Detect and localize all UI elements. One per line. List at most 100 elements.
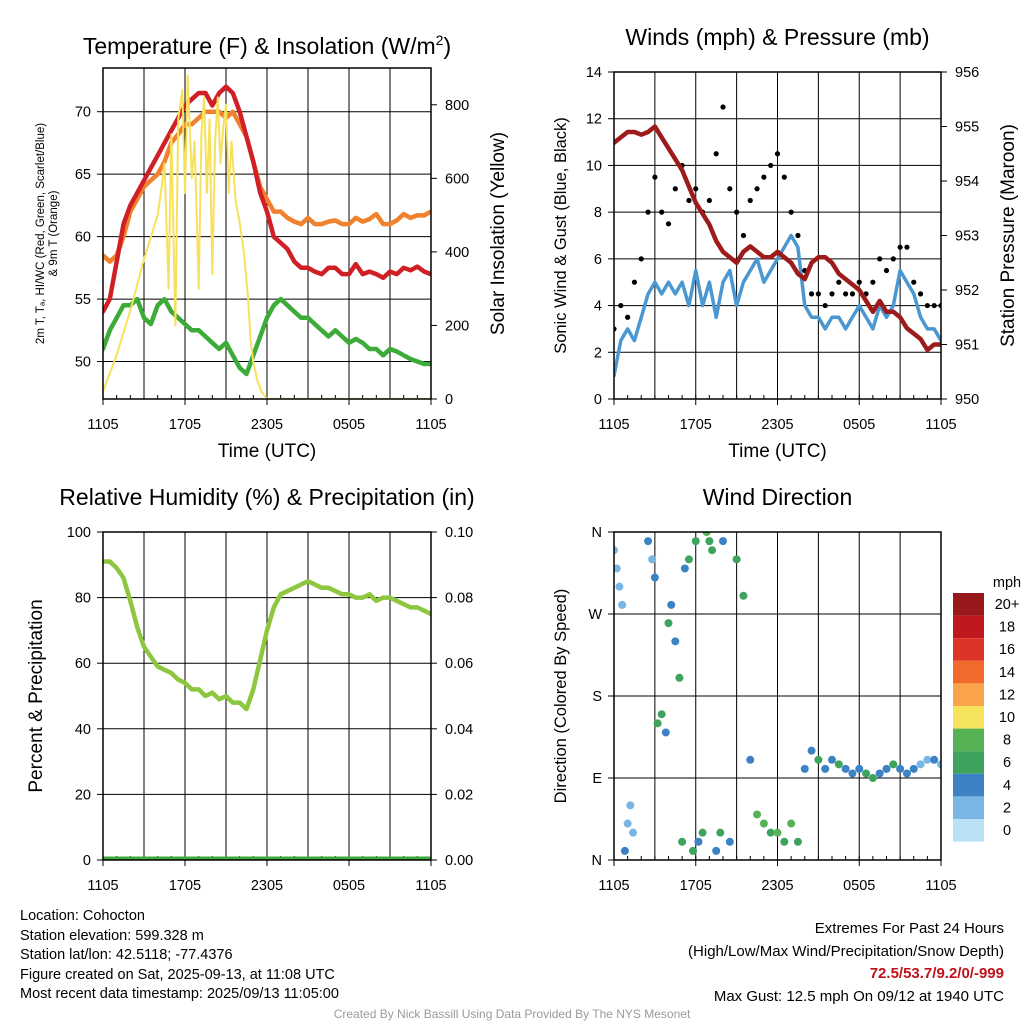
y2-tick-label: 200	[445, 318, 469, 334]
elevation-text: Station elevation: 599.328 m	[20, 927, 204, 944]
y-tick-label: 10	[586, 158, 602, 174]
colorbar-swatch	[953, 638, 984, 661]
direction-point	[793, 837, 802, 846]
series-point-black	[761, 174, 767, 180]
series-point-black	[734, 209, 740, 215]
y2-axis-label: Solar Insolation (Yellow)	[488, 132, 509, 335]
series-point-black	[856, 279, 862, 285]
chart-direction: Wind Direction 1105 1705 2305 0505 1105 N E S W N D…	[552, 484, 1021, 894]
direction-point	[653, 719, 662, 728]
direction-point	[923, 755, 932, 764]
credit-text: Created By Nick Bassill Using Data Provi…	[333, 1007, 691, 1021]
y-tick-label: 14	[586, 65, 602, 81]
y-tick-label: 4	[594, 299, 602, 315]
extremes-subtitle: (High/Low/Max Wind/Precipitation/Snow De…	[688, 942, 1004, 960]
colorbar-label: 0	[1003, 823, 1011, 839]
y-tick-label: 80	[75, 591, 91, 607]
direction-point	[629, 828, 638, 837]
direction-point	[834, 760, 843, 769]
colorbar-label: 16	[999, 642, 1015, 658]
y2-tick-label: 954	[955, 174, 979, 190]
series-point-black	[815, 291, 821, 297]
x-tick-label: 1105	[598, 417, 629, 433]
y-tick-label: 50	[75, 355, 91, 371]
y-tick-label: 0	[594, 392, 602, 408]
colorbar-swatch	[953, 706, 984, 729]
y-tick-label: 70	[75, 105, 91, 121]
x-axis-label: Time (UTC)	[728, 441, 827, 462]
direction-point	[691, 537, 700, 546]
y2-tick-label: 0	[445, 392, 453, 408]
direction-point	[841, 764, 850, 773]
x-tick-label: 2305	[251, 878, 283, 894]
direction-point	[716, 828, 725, 837]
direction-point	[614, 564, 621, 573]
colorbar: mph 20+ 18 16 14 12 10 8 6 4 2 0	[953, 575, 1021, 842]
plot-area	[614, 104, 941, 378]
location-text: Location: Cohocton	[20, 908, 145, 924]
y2-tick-label: 0.00	[445, 853, 473, 869]
direction-point	[661, 728, 670, 737]
extremes-panel: Extremes For Past 24 Hours (High/Low/Max…	[688, 918, 1004, 1008]
colorbar-swatch	[953, 593, 984, 616]
series-point-black	[706, 197, 712, 204]
direction-point	[821, 764, 830, 773]
y-axis-label-2: & 9m T (Orange)	[48, 190, 60, 276]
direction-point	[650, 573, 659, 582]
recent-data-text: Most recent data timestamp: 2025/09/13 1…	[20, 986, 339, 1002]
series-point-black	[822, 302, 828, 309]
colorbar-label: 12	[999, 687, 1015, 703]
series-point-black	[747, 197, 753, 204]
series-point-black	[631, 279, 638, 285]
y-axis-label: Sonic Wind & Gust (Blue, Black)	[552, 117, 570, 354]
series-point-black	[686, 197, 692, 204]
y2-tick-label: 0.06	[445, 656, 473, 672]
direction-point	[930, 755, 939, 764]
plot-frame	[613, 71, 942, 400]
series-line-maroon	[614, 124, 941, 353]
series-point-black	[665, 221, 672, 227]
y-tick-label: 0	[83, 853, 91, 869]
direction-point	[882, 764, 891, 773]
direction-point	[689, 846, 698, 855]
y-axis-label: Direction (Colored By Speed)	[552, 589, 570, 804]
direction-point	[671, 637, 680, 646]
y2-tick-label: 0.02	[445, 787, 473, 803]
x-tick-label: 2305	[761, 878, 793, 894]
y-tick-label: 55	[75, 292, 91, 308]
direction-point	[675, 673, 684, 682]
colorbar-label: 18	[999, 620, 1015, 636]
grid	[614, 532, 941, 860]
y2-tick-label: 951	[955, 338, 979, 354]
series-point-black	[693, 186, 699, 192]
colorbar-swatch	[953, 773, 984, 797]
y-tick-label: 6	[594, 252, 602, 268]
series-line-blue	[614, 233, 941, 378]
x-tick-label: 0505	[843, 417, 875, 433]
direction-point	[759, 819, 768, 828]
series-point-black	[795, 232, 801, 239]
series-line-green	[103, 296, 431, 377]
y-tick-label: 65	[75, 167, 91, 183]
chart-title: Temperature (F) & Insolation (W/m2)	[83, 32, 451, 59]
colorbar-title: mph	[993, 575, 1021, 591]
direction-point	[644, 537, 653, 546]
series-point-black	[924, 302, 930, 309]
series-point-black	[911, 279, 917, 285]
direction-point	[937, 760, 941, 769]
direction-point	[694, 837, 703, 846]
direction-point	[800, 764, 809, 773]
series-point-black	[843, 291, 849, 297]
x-tick-label: 1105	[87, 878, 118, 894]
colorbar-swatch	[953, 683, 984, 706]
colorbar-swatch	[953, 728, 984, 752]
series-line-red	[103, 84, 431, 314]
direction-point	[680, 564, 689, 573]
y2-tick-label: 952	[955, 283, 979, 299]
direction-point	[753, 810, 762, 819]
created-text: Figure created on Sat, 2025-09-13, at 11…	[20, 966, 335, 983]
plot-frame	[613, 531, 942, 861]
direction-point	[705, 537, 714, 546]
direction-point	[739, 591, 748, 600]
colorbar-swatch	[953, 660, 984, 684]
